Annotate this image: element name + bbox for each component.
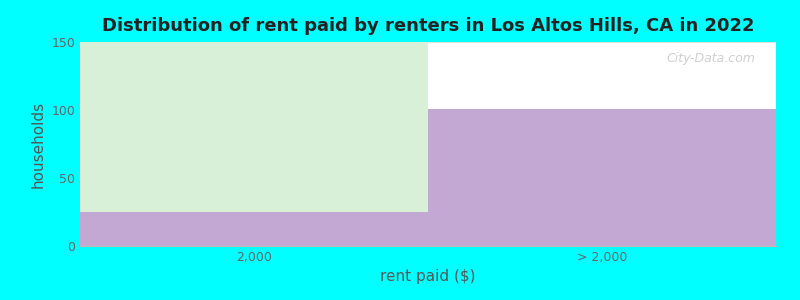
Bar xyxy=(80,42,428,246)
Title: Distribution of rent paid by renters in Los Altos Hills, CA in 2022: Distribution of rent paid by renters in … xyxy=(102,17,754,35)
Bar xyxy=(80,212,428,246)
Text: City-Data.com: City-Data.com xyxy=(666,52,755,65)
Y-axis label: households: households xyxy=(30,100,46,188)
X-axis label: rent paid ($): rent paid ($) xyxy=(380,269,476,284)
Bar xyxy=(428,109,776,246)
